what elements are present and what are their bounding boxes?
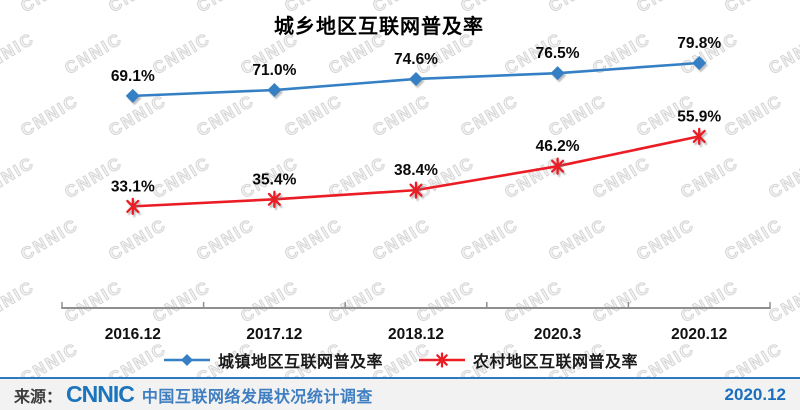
x-axis-label: 2018.12 [388,326,444,343]
data-point-rural [692,127,708,148]
data-point-urban [550,66,567,83]
legend-marker-rural-asterisk-icon [419,352,465,368]
data-label: 46.2% [536,138,580,155]
data-point-urban [267,83,283,100]
data-label: 35.4% [252,171,296,188]
data-point-rural [126,197,141,218]
x-axis-label: 2020.3 [534,326,582,343]
data-label: 74.6% [394,51,438,68]
source-label: 来源： [14,388,63,406]
data-point-rural [267,190,283,211]
data-label: 33.1% [111,178,155,195]
source-name: 中国互联网络发展状况统计调查 [141,388,373,406]
legend-marker-urban-diamond-icon [163,354,210,366]
x-axis-label: 2017.12 [246,326,302,343]
data-point-rural [551,157,566,178]
x-axis-label: 2020.12 [671,326,727,343]
data-point-urban [692,56,708,73]
data-label: 55.9% [677,108,721,125]
data-label: 79.8% [677,35,721,52]
legend-item-urban: 城镇地区互联网普及率 [162,348,383,372]
data-label: 76.5% [536,45,580,62]
data-point-rural [409,181,425,201]
x-axis-label: 2016.12 [105,326,161,343]
legend-label-rural: 农村地区互联网普及率 [473,354,639,371]
data-label: 71.0% [252,62,296,79]
footer-bar: 来源： CNNIC 中国互联网络发展状况统计调查 2020.12 [0,377,800,410]
data-point-urban [125,88,142,106]
data-label: 38.4% [394,162,438,179]
legend-label-urban: 城镇地区互联网普及率 [217,354,383,371]
data-point-urban [409,71,425,89]
cnnic-logo: CNNIC [66,381,135,407]
report-date: 2020.12 [724,384,786,404]
data-label: 69.1% [111,68,155,85]
chart-legend: 城镇地区互联网普及率 农村地区互联网普及率 [0,347,800,373]
line-chart: 2016.12 2017.12 2018.12 2020.3 2020.12 69.1% 7… [61,35,771,343]
chart-title: 城乡地区互联网普及率 [274,16,484,38]
legend-item-rural: 农村地区互联网普及率 [417,348,638,372]
